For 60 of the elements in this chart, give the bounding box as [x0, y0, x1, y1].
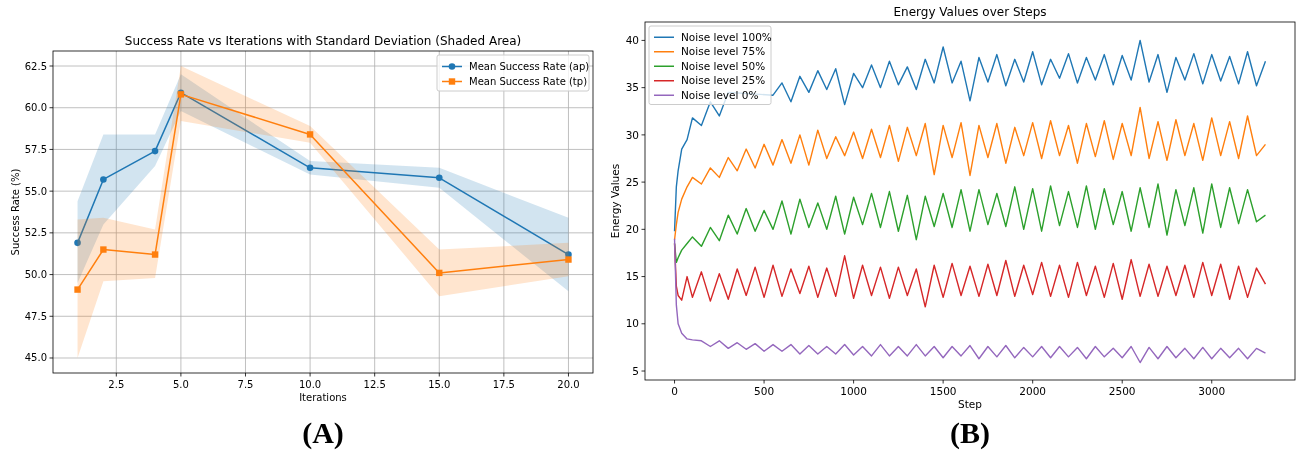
y-axis-title: Energy Values [609, 163, 621, 239]
legend-label: Noise level 0% [681, 88, 759, 101]
x-tick-label: 2.5 [108, 379, 125, 390]
point [74, 286, 81, 293]
y-tick-label: 62.5 [24, 60, 47, 72]
legend-label: Noise level 100% [681, 30, 772, 43]
point [565, 256, 572, 263]
y-tick-label: 35 [625, 81, 639, 94]
y-tick-label: 30 [625, 128, 639, 141]
point [306, 131, 314, 138]
legend-label: Noise level 50% [681, 59, 766, 72]
y-tick-label: 25 [625, 175, 639, 188]
text: (B) [950, 416, 990, 450]
point [100, 246, 107, 253]
line-series [673, 183, 1267, 264]
x-tick-label: 3000 [1198, 385, 1226, 397]
y-tick-label: 52.5 [24, 227, 47, 239]
y-tick-label: 50.0 [24, 269, 47, 281]
y-tick-label: 20 [625, 223, 639, 236]
point [151, 147, 159, 155]
x-tick-label: 20.0 [557, 379, 580, 390]
x-tick-label: 15.0 [428, 379, 451, 390]
x-tick-label: 10.0 [298, 379, 322, 390]
line-series [673, 39, 1267, 232]
y-tick-label: 10 [625, 317, 639, 330]
x-tick-label: 1500 [929, 385, 957, 397]
point [100, 176, 107, 183]
x-tick-label: 12.5 [363, 379, 386, 390]
x-tick-label: 0 [671, 385, 678, 397]
chart-title: Success Rate vs Iterations with Standard Deviation (Shaded Area) [124, 34, 522, 48]
x-tick-label: 2000 [1019, 385, 1047, 397]
y-tick-label: 57.5 [24, 143, 47, 155]
legend-label: Noise level 75% [681, 45, 766, 58]
y-tick-label: 40 [625, 34, 639, 47]
legend-label: Noise level 25% [681, 74, 766, 87]
text: (A) [302, 416, 344, 450]
legend-label: Mean Success Rate (tp) [469, 76, 588, 87]
line-series [673, 106, 1267, 241]
chart-title: Energy Values over Steps [893, 5, 1047, 19]
x-tick-label: 2500 [1108, 385, 1136, 397]
x-tick-label: 1000 [840, 385, 867, 397]
point [74, 239, 81, 247]
x-axis-title: Step [958, 398, 983, 410]
point [306, 164, 314, 172]
point [435, 174, 443, 182]
point [151, 251, 159, 258]
y-axis-title: Success Rate (%) [10, 168, 21, 256]
y-tick-label: 5 [632, 364, 639, 377]
x-tick-label: 17.5 [492, 379, 515, 390]
y-tick-label: 47.5 [24, 310, 47, 322]
x-tick-label: 500 [754, 385, 775, 397]
x-tick-label: 7.5 [237, 379, 254, 390]
y-tick-label: 15 [625, 270, 639, 283]
y-tick-label: 55.0 [24, 185, 47, 197]
line-series [673, 238, 1267, 364]
x-axis-title: Iterations [299, 392, 347, 403]
y-tick-label: 60.0 [24, 102, 47, 114]
x-tick-label: 5.0 [172, 379, 189, 390]
legend-label: Mean Success Rate (ap) [469, 61, 590, 72]
y-tick-label: 45.0 [24, 352, 47, 364]
